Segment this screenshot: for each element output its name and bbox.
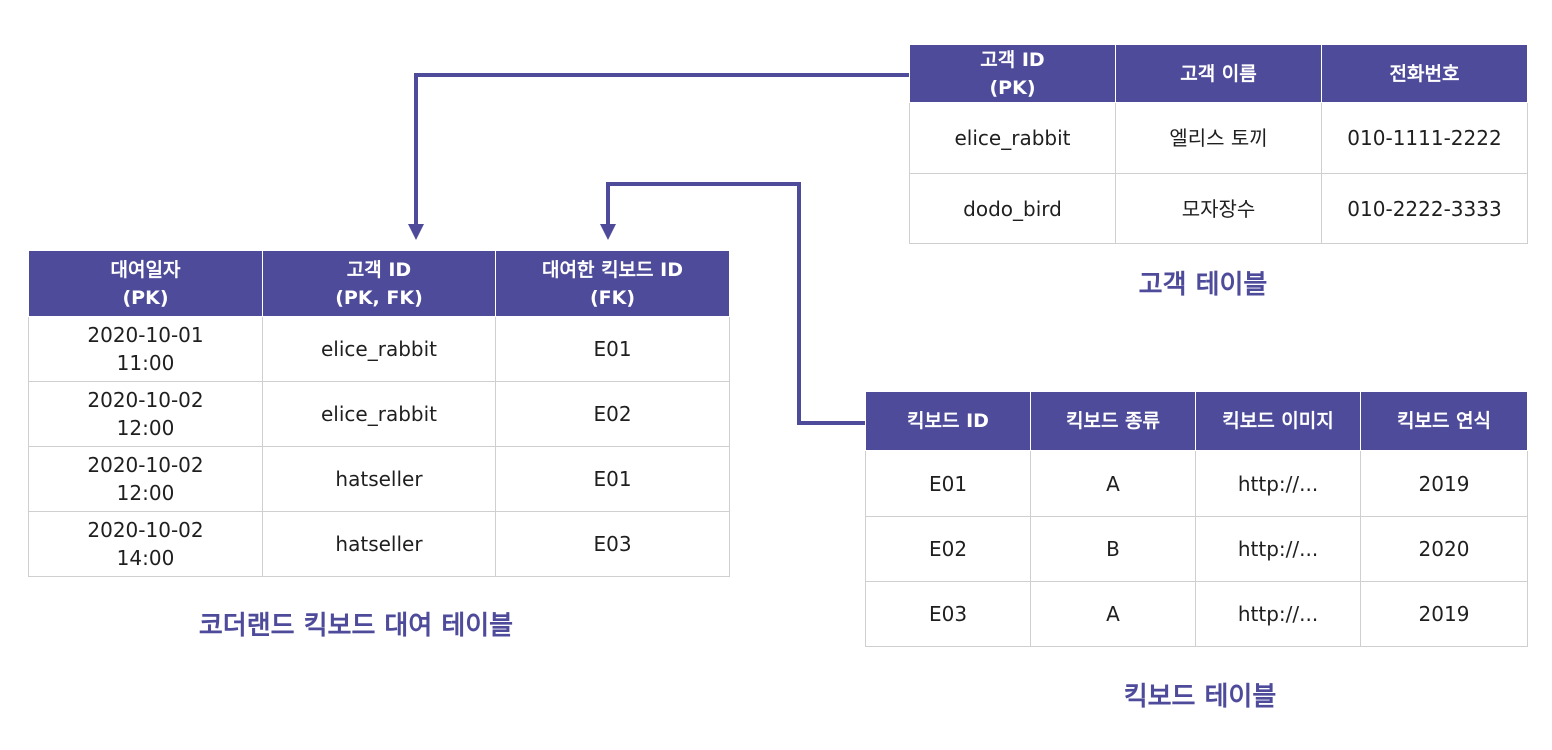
table-header-row: 고객 ID (PK) 고객 이름 전화번호 bbox=[909, 44, 1528, 103]
table-cell: 2020-10-01 11:00 bbox=[28, 316, 263, 382]
table-cell: 2020-10-02 12:00 bbox=[28, 381, 263, 447]
table-cell: E02 bbox=[495, 381, 730, 447]
table-cell: 2019 bbox=[1360, 581, 1528, 647]
table-row: 2020-10-02 12:00 elice_rabbit E02 bbox=[28, 381, 730, 447]
table-cell: A bbox=[1030, 581, 1196, 647]
column-header-kickboard-id: 킥보드 ID bbox=[865, 391, 1031, 451]
table-cell: 2020-10-02 12:00 bbox=[28, 446, 263, 512]
table-cell: E01 bbox=[495, 446, 730, 512]
table-cell: http://... bbox=[1195, 581, 1361, 647]
customer-table: 고객 ID (PK) 고객 이름 전화번호 elice_rabbit 엘리스 토… bbox=[909, 44, 1528, 244]
rental-table: 대여일자 (PK) 고객 ID (PK, FK) 대여한 킥보드 ID (FK)… bbox=[28, 250, 730, 577]
column-header-kickboard-type: 킥보드 종류 bbox=[1030, 391, 1196, 451]
table-cell: 엘리스 토끼 bbox=[1115, 102, 1322, 174]
column-header-kickboard-year: 킥보드 연식 bbox=[1360, 391, 1528, 451]
table-header-row: 대여일자 (PK) 고객 ID (PK, FK) 대여한 킥보드 ID (FK) bbox=[28, 250, 730, 317]
table-cell: 010-2222-3333 bbox=[1321, 173, 1528, 244]
table-cell: B bbox=[1030, 516, 1196, 582]
column-header-rental-date: 대여일자 (PK) bbox=[28, 250, 263, 317]
column-header-customer-id: 고객 ID (PK) bbox=[909, 44, 1116, 103]
table-cell: E02 bbox=[865, 516, 1031, 582]
table-cell: http://... bbox=[1195, 516, 1361, 582]
table-row: E01 A http://... 2019 bbox=[865, 450, 1528, 517]
table-row: elice_rabbit 엘리스 토끼 010-1111-2222 bbox=[909, 102, 1528, 174]
table-row: 2020-10-01 11:00 elice_rabbit E01 bbox=[28, 316, 730, 382]
column-header-kickboard-image: 킥보드 이미지 bbox=[1195, 391, 1361, 451]
kickboard-table: 킥보드 ID 킥보드 종류 킥보드 이미지 킥보드 연식 E01 A http:… bbox=[865, 391, 1528, 647]
table-cell: 2020 bbox=[1360, 516, 1528, 582]
customer-fk-arrow bbox=[414, 73, 910, 226]
table-cell: 010-1111-2222 bbox=[1321, 102, 1528, 174]
kickboard-fk-arrowhead bbox=[600, 224, 616, 240]
customer-fk-arrowhead bbox=[408, 224, 424, 240]
table-cell: A bbox=[1030, 450, 1196, 517]
table-row: E03 A http://... 2019 bbox=[865, 581, 1528, 647]
table-row: 2020-10-02 12:00 hatseller E01 bbox=[28, 446, 730, 512]
table-row: E02 B http://... 2020 bbox=[865, 516, 1528, 582]
table-cell: http://... bbox=[1195, 450, 1361, 517]
rental-table-caption: 코더랜드 킥보드 대여 테이블 bbox=[198, 611, 514, 641]
table-cell: 2019 bbox=[1360, 450, 1528, 517]
table-cell: elice_rabbit bbox=[909, 102, 1116, 174]
table-cell: 2020-10-02 14:00 bbox=[28, 511, 263, 577]
customer-table-caption: 고객 테이블 bbox=[1138, 270, 1268, 300]
table-cell: hatseller bbox=[262, 511, 496, 577]
table-cell: 모자장수 bbox=[1115, 173, 1322, 244]
column-header-customer-id: 고객 ID (PK, FK) bbox=[262, 250, 496, 317]
table-header-row: 킥보드 ID 킥보드 종류 킥보드 이미지 킥보드 연식 bbox=[865, 391, 1528, 451]
table-cell: E03 bbox=[495, 511, 730, 577]
kickboard-fk-arrow bbox=[606, 182, 866, 425]
table-cell: hatseller bbox=[262, 446, 496, 512]
kickboard-table-caption: 킥보드 테이블 bbox=[1123, 682, 1277, 712]
table-cell: E03 bbox=[865, 581, 1031, 647]
table-row: dodo_bird 모자장수 010-2222-3333 bbox=[909, 173, 1528, 244]
table-cell: E01 bbox=[495, 316, 730, 382]
column-header-kickboard-id: 대여한 킥보드 ID (FK) bbox=[495, 250, 730, 317]
table-cell: dodo_bird bbox=[909, 173, 1116, 244]
column-header-phone: 전화번호 bbox=[1321, 44, 1528, 103]
table-cell: elice_rabbit bbox=[262, 316, 496, 382]
table-cell: E01 bbox=[865, 450, 1031, 517]
column-header-customer-name: 고객 이름 bbox=[1115, 44, 1322, 103]
table-row: 2020-10-02 14:00 hatseller E03 bbox=[28, 511, 730, 577]
table-cell: elice_rabbit bbox=[262, 381, 496, 447]
